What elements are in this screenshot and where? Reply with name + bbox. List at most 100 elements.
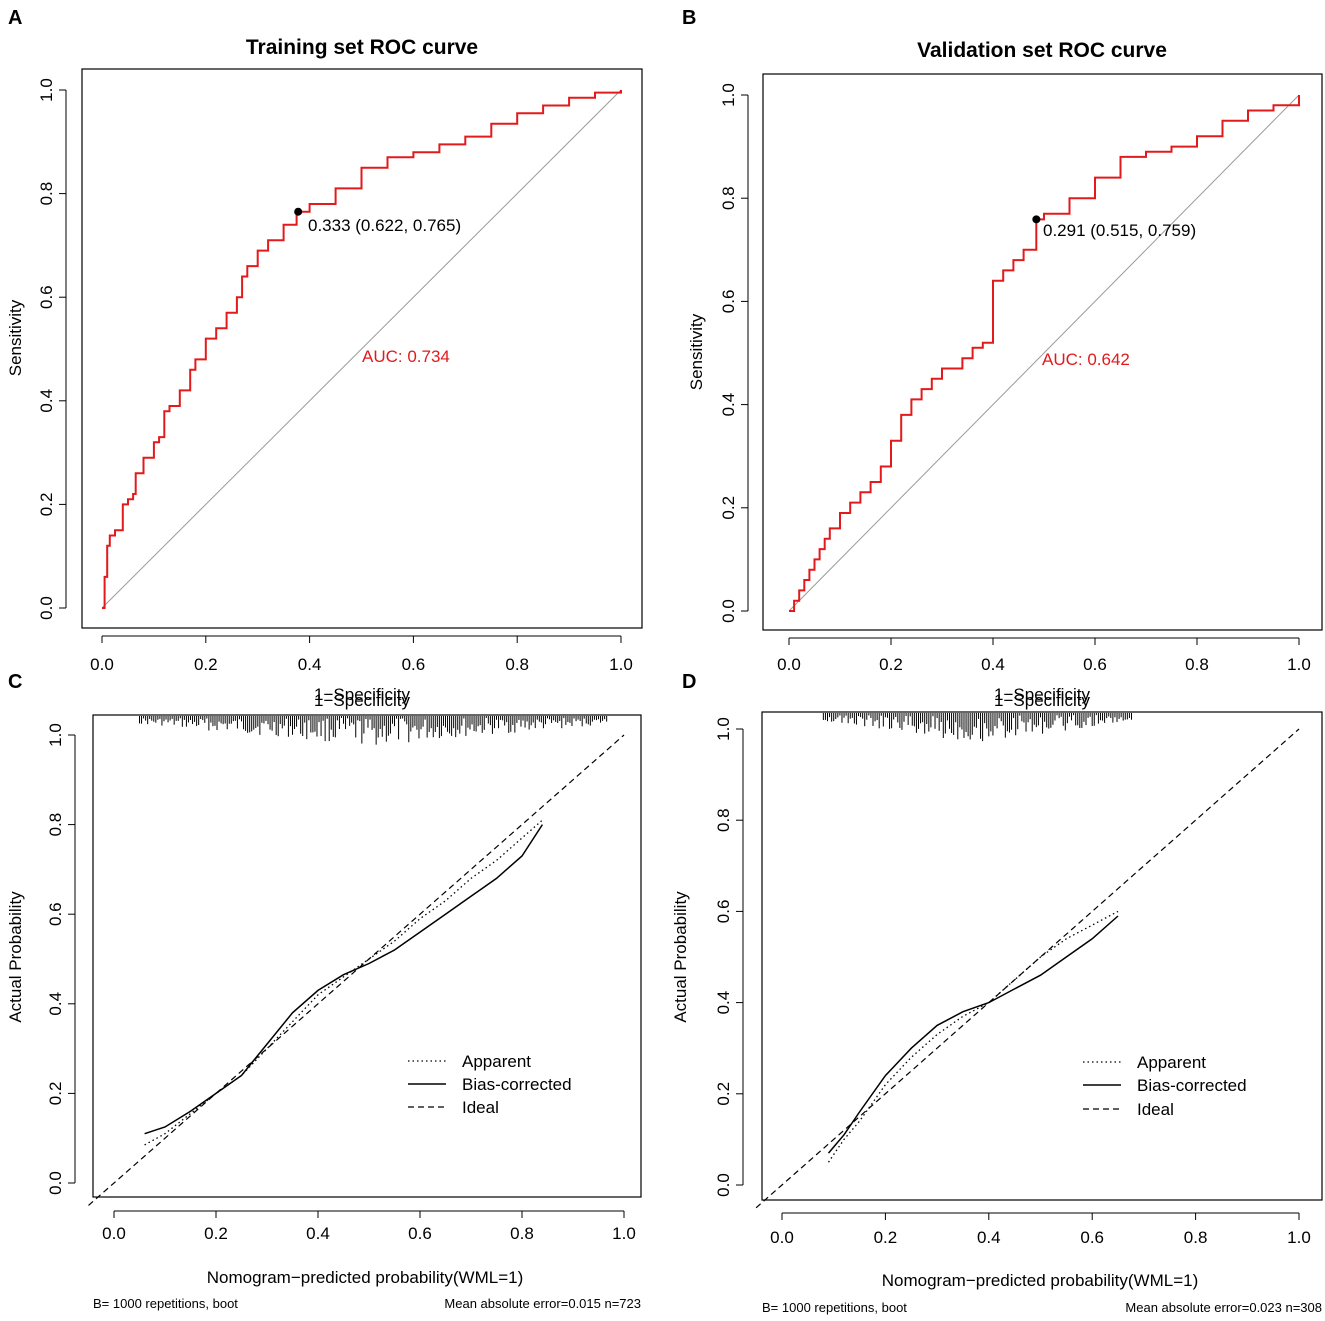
x-axis-b: 0.0 0.2 0.4 0.6 0.8 1.0 [777, 637, 1311, 674]
panel-b: B Validation set ROC curve 0.291 (0.515,… [682, 7, 1323, 710]
auc-label-a: AUC: 0.734 [362, 347, 450, 366]
y-tick-label: 1.0 [714, 717, 733, 741]
x-tick-label: 0.2 [879, 655, 903, 674]
x-tick-label: 0.2 [194, 655, 218, 674]
rug-ticks-c [139, 716, 608, 745]
x-tick-label: 1.0 [1287, 655, 1311, 674]
y-axis-b: 0.0 0.2 0.4 0.6 0.8 1.0 [719, 83, 749, 623]
x-tick-label: 0.6 [1083, 655, 1107, 674]
y-axis-c: 0.0 0.2 0.4 0.6 0.8 1.0 [46, 723, 76, 1195]
panel-label-d: D [682, 671, 696, 693]
cutoff-point-b [1032, 215, 1041, 224]
x-axis-label-c: Nomogram−predicted probability(WML=1) [207, 1268, 524, 1287]
ideal-line-d [755, 728, 1300, 1209]
footnote-right-c: Mean absolute error=0.015 n=723 [444, 1296, 641, 1311]
cutoff-label-b: 0.291 (0.515, 0.759) [1043, 221, 1196, 240]
title-a: Training set ROC curve [246, 36, 478, 59]
apparent-line-d [827, 910, 1119, 1163]
y-tick-label: 0.6 [37, 285, 56, 309]
title-b: Validation set ROC curve [917, 39, 1167, 62]
plot-frame-d [761, 711, 1323, 1201]
y-tick-label: 0.8 [46, 813, 65, 837]
apparent-line-c [144, 819, 543, 1146]
y-axis-d: 0.0 0.2 0.4 0.6 0.8 1.0 [714, 717, 744, 1197]
x-tick-label: 0.6 [402, 655, 426, 674]
y-tick-label: 0.4 [37, 389, 56, 413]
y-tick-label: 0.8 [714, 808, 733, 832]
legend-d: Apparent Bias-corrected Ideal [1083, 1053, 1247, 1119]
x-tick-label: 0.8 [510, 1224, 534, 1243]
y-tick-label: 0.2 [46, 1082, 65, 1106]
plot-frame-b [762, 73, 1323, 631]
y-tick-label: 0.0 [46, 1171, 65, 1195]
x-tick-label: 0.4 [298, 655, 322, 674]
legend-bias-label-d: Bias-corrected [1137, 1076, 1247, 1095]
panel-d: D Apparent Bias-corrected Ideal 0.0 0.2 0.… [671, 671, 1323, 1315]
x-axis-label-top-c: 1−Specificity [314, 685, 410, 704]
y-tick-label: 0.4 [714, 991, 733, 1015]
legend-apparent-label-d: Apparent [1137, 1053, 1206, 1072]
bias-corrected-line-d [827, 915, 1119, 1154]
x-tick-label: 0.6 [408, 1224, 432, 1243]
footnote-left-d: B= 1000 repetitions, boot [762, 1300, 907, 1315]
y-tick-label: 0.0 [714, 1173, 733, 1197]
x-tick-label: 0.0 [102, 1224, 126, 1243]
x-tick-label: 0.6 [1080, 1228, 1104, 1247]
y-axis-label-a: Sensitivity [6, 299, 25, 376]
legend-ideal-label-c: Ideal [462, 1098, 499, 1117]
x-axis-label-a: 1−Specificity [314, 691, 410, 710]
legend-bias-label-c: Bias-corrected [462, 1075, 572, 1094]
x-tick-label: 0.0 [770, 1228, 794, 1247]
y-tick-label: 0.4 [46, 992, 65, 1016]
x-tick-label: 0.0 [777, 655, 801, 674]
x-tick-label: 0.0 [90, 655, 114, 674]
legend-apparent-label-c: Apparent [462, 1052, 531, 1071]
x-tick-label: 1.0 [612, 1224, 636, 1243]
y-tick-label: 0.2 [719, 496, 738, 520]
y-tick-label: 1.0 [37, 78, 56, 102]
rug-ticks-d [822, 713, 1132, 742]
y-tick-label: 0.0 [719, 599, 738, 623]
x-tick-label: 0.4 [977, 1228, 1001, 1247]
cutoff-point-a [294, 207, 303, 216]
y-tick-label: 0.8 [719, 186, 738, 210]
reference-diagonal-a [101, 89, 622, 609]
panel-label-a: A [8, 7, 22, 29]
x-tick-label: 0.2 [204, 1224, 228, 1243]
bias-corrected-line-c [144, 824, 544, 1135]
panel-label-b: B [682, 7, 696, 29]
y-axis-a: 0.0 0.2 0.4 0.6 0.8 1.0 [37, 78, 67, 620]
roc-curve-a [102, 90, 622, 609]
footnote-left-c: B= 1000 repetitions, boot [93, 1296, 238, 1311]
legend-ideal-label-d: Ideal [1137, 1100, 1174, 1119]
y-tick-label: 1.0 [719, 83, 738, 107]
y-tick-label: 0.6 [714, 900, 733, 924]
y-axis-label-d: Actual Probability [671, 891, 690, 1023]
panel-label-c: C [8, 671, 22, 693]
cutoff-label-a: 0.333 (0.622, 0.765) [308, 216, 461, 235]
y-tick-label: 0.4 [719, 393, 738, 417]
x-axis-a: 0.0 0.2 0.4 0.6 0.8 1.0 [90, 635, 633, 674]
x-tick-label: 0.4 [981, 655, 1005, 674]
y-tick-label: 1.0 [46, 723, 65, 747]
x-tick-label: 0.8 [505, 655, 529, 674]
plot-frame-c [92, 714, 642, 1198]
y-axis-label-c: Actual Probability [6, 891, 25, 1023]
auc-label-b: AUC: 0.642 [1042, 350, 1130, 369]
x-axis-d: 0.0 0.2 0.4 0.6 0.8 1.0 [770, 1212, 1311, 1247]
x-tick-label: 1.0 [1287, 1228, 1311, 1247]
x-tick-label: 0.8 [1184, 1228, 1208, 1247]
y-tick-label: 0.8 [37, 182, 56, 206]
footnote-right-d: Mean absolute error=0.023 n=308 [1125, 1300, 1322, 1315]
x-axis-label-d: Nomogram−predicted probability(WML=1) [882, 1271, 1199, 1290]
x-axis-label-top-d: 1−Specificity [994, 685, 1090, 704]
reference-diagonal-b [788, 94, 1300, 612]
y-tick-label: 0.2 [37, 493, 56, 517]
plot-frame-a [81, 68, 643, 629]
y-axis-label-b: Sensitivity [687, 313, 706, 390]
x-tick-label: 0.8 [1185, 655, 1209, 674]
y-tick-label: 0.6 [46, 902, 65, 926]
y-tick-label: 0.2 [714, 1082, 733, 1106]
panel-c: C Apparent Bias-corrected Ideal 0.0 0.2 0.… [6, 671, 642, 1311]
